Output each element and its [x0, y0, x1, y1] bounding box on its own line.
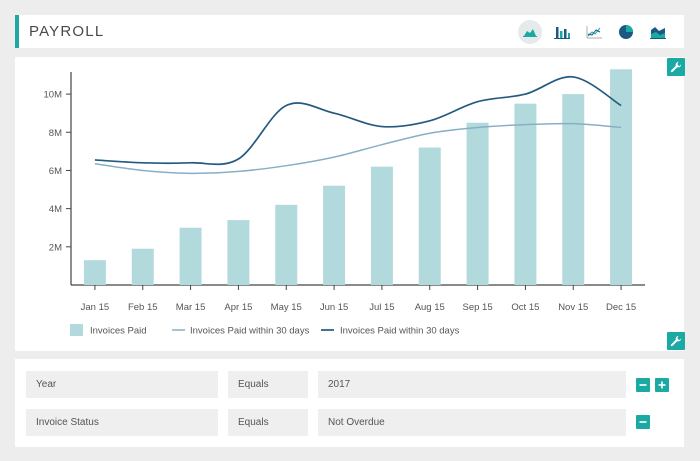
bar[interactable] [418, 147, 441, 285]
minus-icon [639, 421, 647, 423]
filter-field-select[interactable]: Invoice Status [26, 409, 218, 436]
x-tick-label: Dec 15 [606, 302, 636, 313]
filter-operator-select[interactable]: Equals [228, 371, 308, 398]
legend-label: Invoices Paid [90, 326, 147, 337]
y-tick-label: 8M [49, 128, 62, 139]
x-tick-label: Aug 15 [415, 302, 445, 313]
bar[interactable] [227, 220, 250, 285]
y-tick-label: 6M [49, 166, 62, 177]
x-tick-label: Sep 15 [463, 302, 493, 313]
remove-filter-button[interactable] [636, 378, 650, 392]
minus-icon [639, 384, 647, 386]
series-line-light[interactable] [94, 122, 622, 175]
y-tick-label: 4M [49, 204, 62, 215]
bar[interactable] [275, 204, 298, 285]
x-tick-label: Nov 15 [558, 302, 588, 313]
y-tick-label: 2M [49, 242, 62, 253]
line-chart-icon[interactable] [582, 20, 606, 44]
chart-panel: 2M 4M 6M 8M 10M Jan 15 Feb 15 Mar 15 Apr 15 May 1… [15, 57, 684, 351]
legend-swatch-bar [70, 324, 83, 336]
bar[interactable] [466, 122, 489, 286]
filter-value-input[interactable]: 2017 [318, 371, 626, 398]
wrench-icon [670, 335, 682, 347]
chart-type-selector [510, 18, 670, 45]
x-tick-label: Jan 15 [81, 302, 110, 313]
x-tick-label: Feb 15 [128, 302, 158, 313]
bar[interactable] [83, 260, 106, 285]
x-tick-label: May 15 [271, 302, 302, 313]
page-title: PAYROLL [29, 23, 105, 40]
bar[interactable] [323, 185, 346, 285]
x-tick-label: Jun 15 [320, 302, 349, 313]
add-filter-button[interactable] [655, 378, 669, 392]
legend-label: Invoices Paid within 30 days [190, 326, 310, 337]
pie-chart-icon[interactable] [614, 20, 638, 44]
bar[interactable] [562, 94, 585, 285]
bar[interactable] [179, 227, 202, 285]
x-tick-label: Oct 15 [511, 302, 539, 313]
bar-chart-icon[interactable] [550, 20, 574, 44]
legend-label: Invoices Paid within 30 days [340, 326, 460, 337]
filter-field-select[interactable]: Year [26, 371, 218, 398]
filter-panel: Year Equals 2017 Invoice Status Equals N… [15, 359, 684, 447]
wrench-icon [670, 61, 682, 73]
bar[interactable] [610, 69, 633, 285]
remove-filter-button[interactable] [636, 415, 650, 429]
payroll-chart: 2M 4M 6M 8M 10M Jan 15 Feb 15 Mar 15 Apr 15 May 1… [44, 69, 645, 337]
plus-icon [658, 381, 666, 389]
x-tick-label: Jul 15 [369, 302, 394, 313]
x-tick-label: Apr 15 [224, 302, 252, 313]
filter-operator-select[interactable]: Equals [228, 409, 308, 436]
area-chart-icon[interactable] [518, 19, 542, 44]
chart-settings-button[interactable] [667, 58, 685, 76]
page-header: PAYROLL [15, 15, 684, 48]
bar[interactable] [370, 166, 393, 285]
series-line-dark[interactable] [94, 76, 622, 166]
x-tick-label: Mar 15 [176, 302, 206, 313]
bar[interactable] [131, 248, 154, 285]
y-tick-label: 10M [44, 90, 63, 101]
area-mountain-chart-icon[interactable] [646, 20, 670, 44]
bar[interactable] [514, 103, 537, 285]
filter-value-input[interactable]: Not Overdue [318, 409, 626, 436]
filter-settings-button[interactable] [667, 332, 685, 350]
